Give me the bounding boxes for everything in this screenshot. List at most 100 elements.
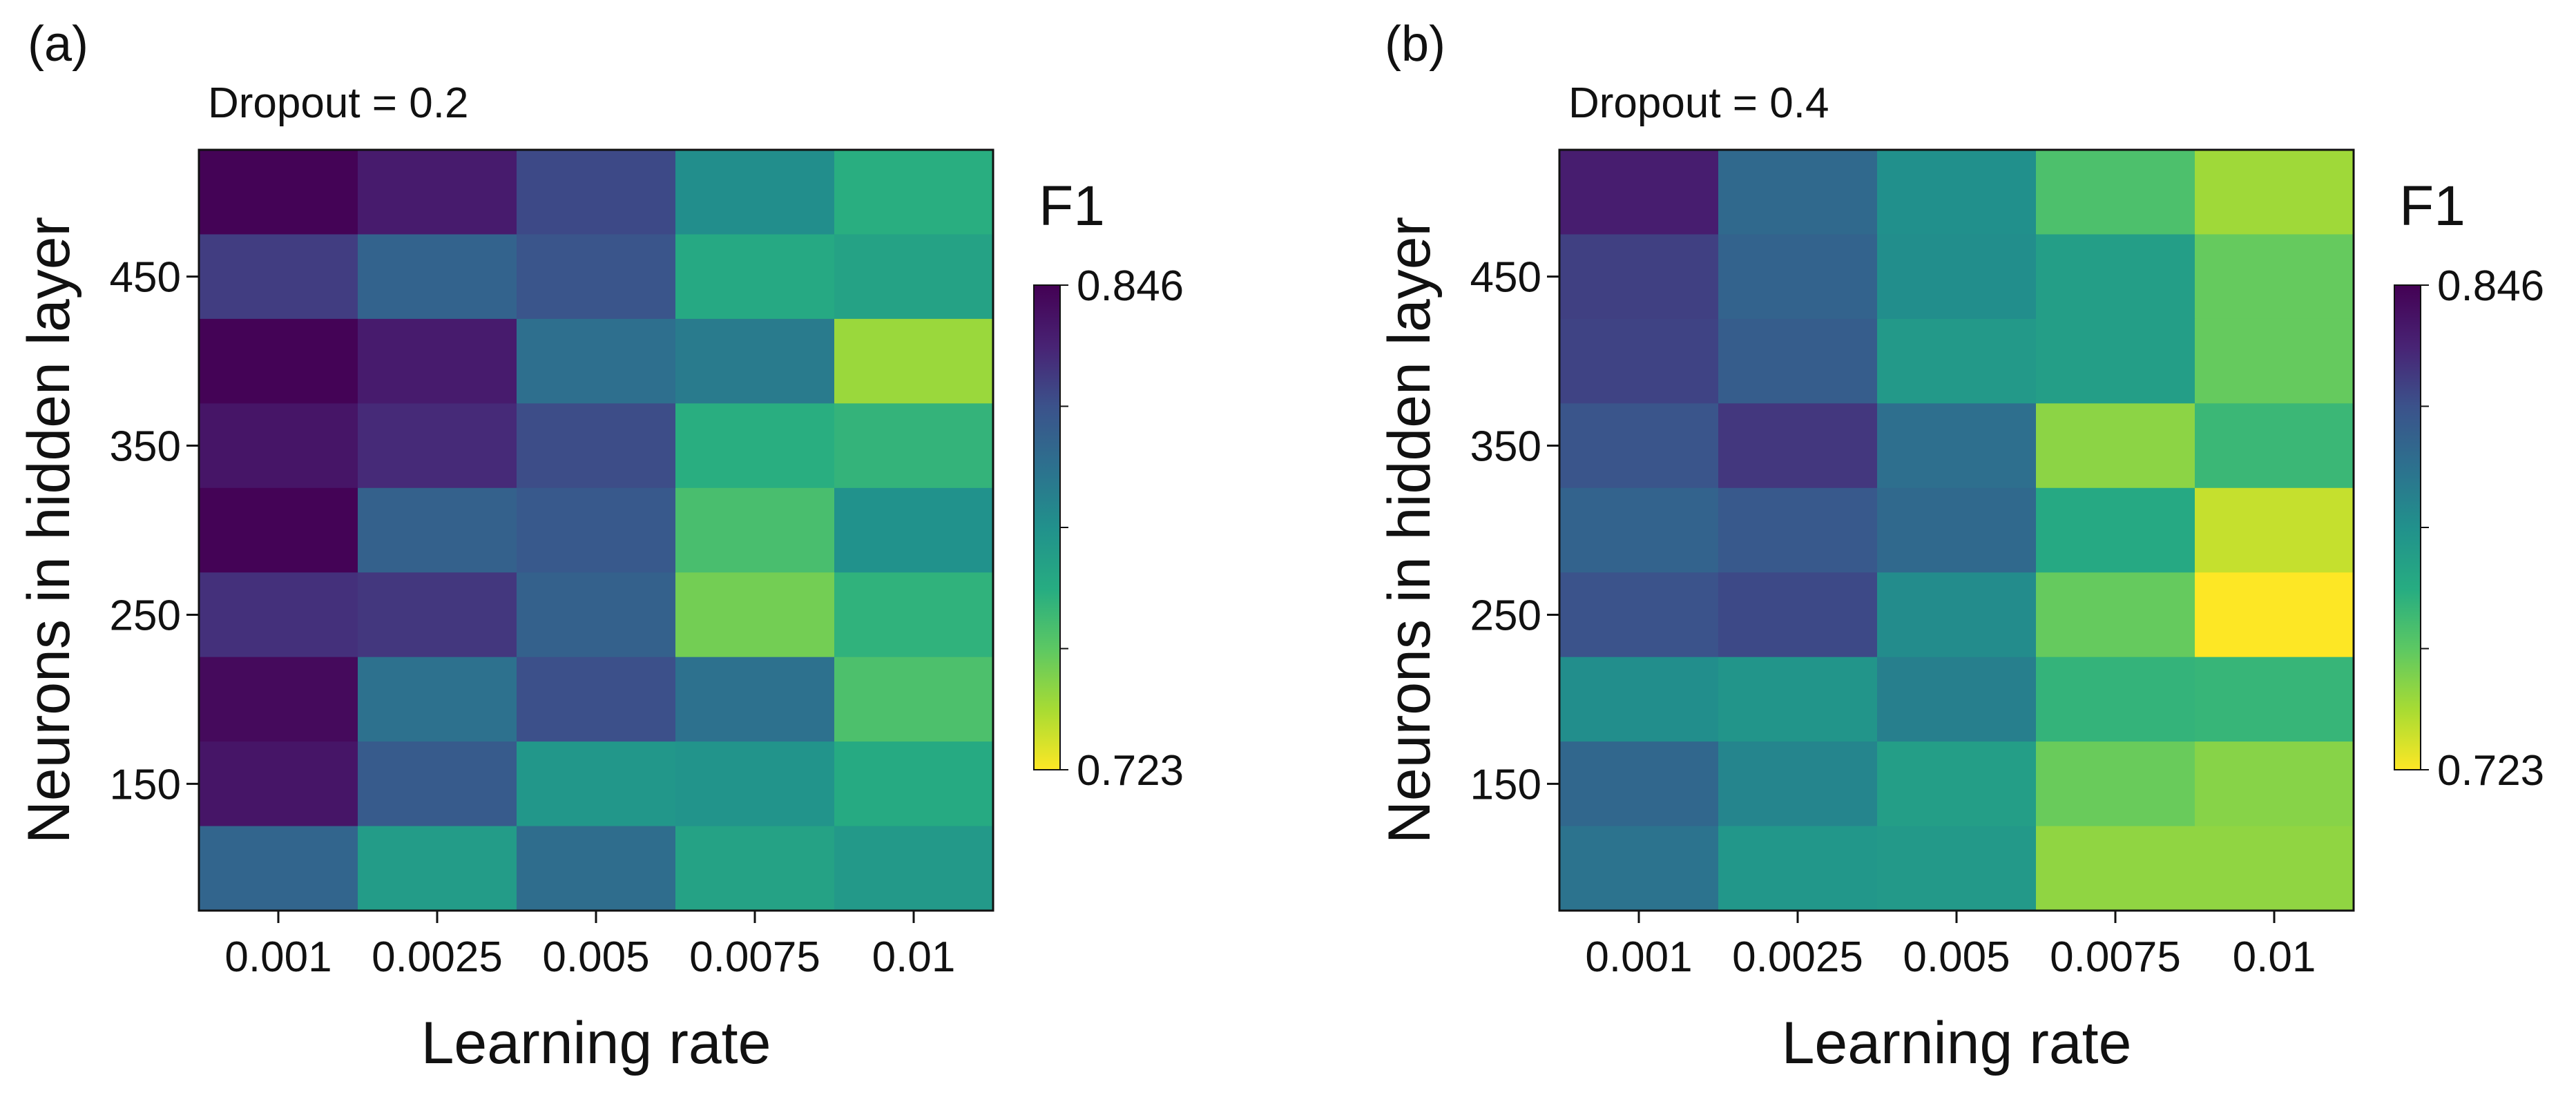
panel-label: (a): [28, 17, 88, 72]
heatmap-cell: [2195, 234, 2354, 320]
heatmap-cell: [199, 657, 358, 742]
colorbar-title: F1: [1039, 175, 1105, 237]
y-tick-label: 350: [1470, 423, 1541, 471]
heatmap-cell: [1877, 826, 2037, 911]
heatmap-cell: [834, 826, 994, 911]
y-tick-label: 150: [110, 761, 181, 808]
colorbar-max-label: 0.846: [1077, 262, 1184, 310]
heatmap-cell: [358, 657, 517, 742]
heatmap-cell: [199, 741, 358, 827]
heatmap-cell: [199, 318, 358, 404]
heatmap-cell: [1877, 150, 2037, 235]
x-tick-label: 0.001: [1585, 933, 1692, 981]
heatmap-cell: [1559, 150, 1719, 235]
heatmap-cell: [1718, 741, 1878, 827]
heatmap-cell: [1559, 826, 1719, 911]
heatmap-cell: [675, 234, 835, 320]
heatmap-cell: [834, 403, 994, 489]
heatmap-cell: [199, 826, 358, 911]
heatmap-cell: [1877, 234, 2037, 320]
panel-label: (b): [1385, 17, 1445, 72]
heatmap-cell: [199, 234, 358, 320]
heatmap-cell: [517, 572, 676, 658]
heatmap-cell: [358, 572, 517, 658]
heatmap-cell: [517, 487, 676, 573]
heatmap-cell: [2195, 657, 2354, 742]
x-tick-label: 0.01: [2233, 933, 2316, 981]
heatmap-cell: [199, 572, 358, 658]
heatmap-cell: [358, 318, 517, 404]
heatmap-cell: [2195, 318, 2354, 404]
y-tick-label: 250: [1470, 592, 1541, 639]
heatmap-cell: [1559, 741, 1719, 827]
y-tick-label: 450: [1470, 254, 1541, 302]
heatmap-cell: [834, 657, 994, 742]
x-tick-label: 0.01: [872, 933, 956, 981]
x-tick-label: 0.005: [542, 933, 649, 981]
heatmap-cell: [1877, 318, 2037, 404]
heatmap-cell: [2036, 657, 2195, 742]
heatmap-cell: [1718, 657, 1878, 742]
heatmap-cell: [1718, 150, 1878, 235]
x-tick-label: 0.005: [1903, 933, 2010, 981]
heatmap-cell: [2036, 826, 2195, 911]
x-axis-label: Learning rate: [1782, 1010, 2132, 1076]
panel-title: Dropout = 0.4: [1568, 79, 1829, 127]
heatmap-cell: [199, 487, 358, 573]
y-axis-label: Neurons in hidden layer: [16, 217, 82, 844]
y-tick-label: 250: [110, 592, 181, 639]
heatmap-cell: [2036, 487, 2195, 573]
heatmap-cell: [199, 150, 358, 235]
colorbar: [2394, 284, 2421, 770]
x-tick-label: 0.0025: [1732, 933, 1863, 981]
colorbar-min-label: 0.723: [1077, 747, 1184, 795]
panel-b: (b) Dropout = 0.4 0.001 0.0025 0.005 0.0075 0.…: [1376, 17, 2544, 1076]
heatmap-cell: [2036, 318, 2195, 404]
heatmap-cell: [358, 403, 517, 489]
heatmap-cell: [2195, 487, 2354, 573]
heatmap-cell: [1559, 487, 1719, 573]
heatmap-cell: [1559, 657, 1719, 742]
x-tick-label: 0.0075: [689, 933, 820, 981]
heatmap-cell: [834, 487, 994, 573]
heatmap-cell: [2036, 150, 2195, 235]
heatmap-cell: [1559, 234, 1719, 320]
heatmap-cell: [1877, 657, 2037, 742]
heatmap-cell: [675, 403, 835, 489]
heatmap-cell: [834, 234, 994, 320]
panel-title: Dropout = 0.2: [208, 79, 468, 127]
x-axis-label: Learning rate: [421, 1010, 771, 1076]
x-tick-label: 0.0025: [372, 933, 503, 981]
heatmap-cell: [2036, 234, 2195, 320]
heatmap-cell: [834, 741, 994, 827]
heatmap-cell: [1877, 403, 2037, 489]
heatmap-cell: [834, 150, 994, 235]
heatmap-cell: [2036, 403, 2195, 489]
heatmap-cell: [358, 150, 517, 235]
heatmap-cell: [358, 234, 517, 320]
heatmap-cell: [834, 572, 994, 658]
heatmap-cell: [517, 403, 676, 489]
heatmap-cell: [675, 826, 835, 911]
heatmap-cell: [517, 318, 676, 404]
heatmap-cell: [2195, 150, 2354, 235]
heatmap-cell: [1877, 572, 2037, 658]
heatmap-cell: [2036, 741, 2195, 827]
heatmap-cell: [675, 657, 835, 742]
heatmap-cell: [358, 826, 517, 911]
y-axis-label: Neurons in hidden layer: [1376, 217, 1443, 844]
heatmap-cell: [675, 487, 835, 573]
colorbar-max-label: 0.846: [2437, 262, 2544, 310]
heatmap-cell: [517, 657, 676, 742]
heatmap-cell: [517, 234, 676, 320]
heatmap-cell: [1718, 318, 1878, 404]
heatmap-cell: [517, 741, 676, 827]
x-tick-label: 0.001: [224, 933, 331, 981]
heatmap-cell: [2195, 403, 2354, 489]
heatmap-cell: [1718, 234, 1878, 320]
heatmap-cell: [2195, 741, 2354, 827]
heatmap-cell: [2195, 826, 2354, 911]
heatmap-cell: [1877, 741, 2037, 827]
y-tick-label: 150: [1470, 761, 1541, 808]
